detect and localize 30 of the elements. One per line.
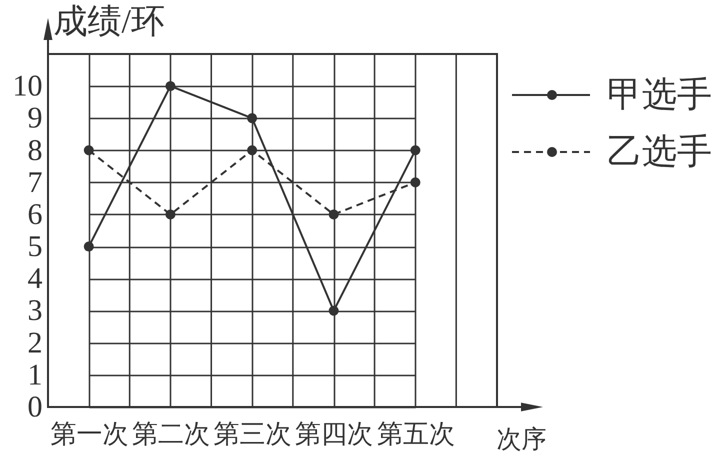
- point: [328, 306, 339, 316]
- legend-label: 甲选手: [607, 75, 712, 114]
- y-axis-title: 成绩/环: [54, 4, 165, 40]
- point: [84, 145, 94, 156]
- y-tick-label: 2: [28, 326, 42, 360]
- point: [247, 113, 258, 124]
- y-tick-label: 4: [28, 262, 42, 296]
- y-tick-label: 7: [28, 166, 42, 199]
- y-tick-label: 0: [28, 390, 42, 424]
- point: [247, 145, 258, 156]
- x-axis-title: 次序: [496, 426, 546, 454]
- y-tick-label: 9: [28, 102, 42, 135]
- y-tick-label: 8: [28, 134, 42, 167]
- legend-label: 乙选手: [607, 132, 712, 171]
- point: [165, 209, 176, 220]
- x-tick-label: 第四次: [295, 420, 374, 448]
- x-tick-label: 第五次: [376, 420, 455, 448]
- y-tick-label: 5: [28, 230, 42, 264]
- point: [410, 145, 420, 156]
- point: [410, 177, 420, 188]
- x-tick-label: 第三次: [214, 420, 292, 448]
- point: [328, 209, 339, 220]
- x-tick-label: 第二次: [132, 420, 210, 448]
- y-tick-label: 10: [12, 70, 42, 103]
- x-tick-label: 第一次: [50, 420, 128, 448]
- y-tick-label: 3: [28, 294, 42, 328]
- y-tick-label: 1: [28, 358, 42, 392]
- point: [165, 81, 176, 92]
- point: [84, 242, 94, 252]
- y-tick-label: 6: [28, 198, 42, 231]
